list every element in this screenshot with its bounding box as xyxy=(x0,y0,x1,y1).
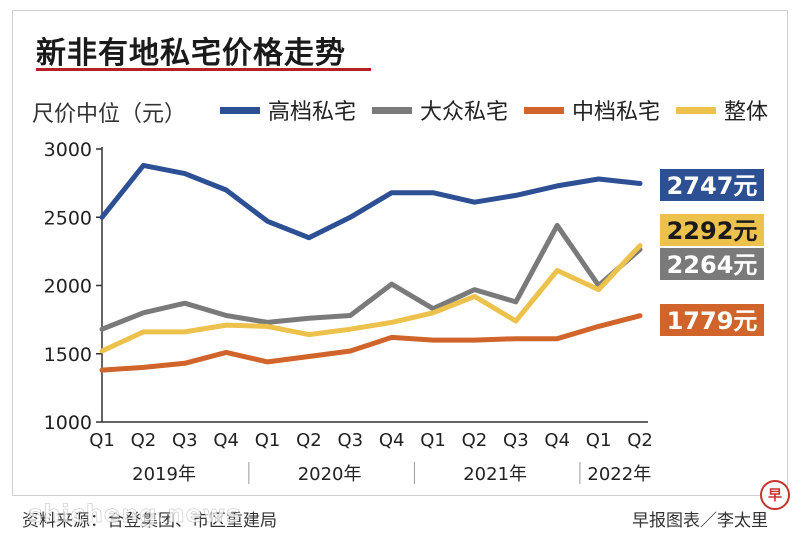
end-value-label: 2292元 xyxy=(667,217,758,245)
x-tick-label: Q1 xyxy=(255,430,281,451)
x-tick-label: Q2 xyxy=(296,430,322,451)
x-tick-label: Q3 xyxy=(337,430,363,451)
year-group-label: 2022年 xyxy=(587,464,651,485)
legend-label-mass: 大众私宅 xyxy=(420,100,509,125)
watermark: shicheng.news xyxy=(28,500,242,529)
x-tick-label: Q1 xyxy=(89,430,115,451)
legend-item-high: 高档私宅 xyxy=(220,94,356,126)
legend-item-mass: 大众私宅 xyxy=(372,94,508,126)
legend: 高档私宅 大众私宅 中档私宅 整体 xyxy=(220,94,768,126)
legend-label-overall: 整体 xyxy=(724,100,769,125)
x-tick-label: Q1 xyxy=(586,430,612,451)
series-line xyxy=(99,243,643,354)
y-tick-label: 3000 xyxy=(44,139,92,161)
legend-swatch-high xyxy=(220,106,260,114)
end-value-label: 2747元 xyxy=(667,172,758,200)
legend-label-high: 高档私宅 xyxy=(268,100,357,125)
x-tick-label: Q2 xyxy=(131,430,157,451)
y-tick-label: 2000 xyxy=(44,276,92,298)
x-tick-label: Q2 xyxy=(627,430,653,451)
end-value-badge xyxy=(660,214,764,246)
x-tick-label: Q3 xyxy=(172,430,198,451)
year-group-label: 2019年 xyxy=(132,464,196,485)
chart-title: 新非有地私宅价格走势 xyxy=(36,36,346,71)
y-axis-label: 尺价中位（元） xyxy=(32,102,187,127)
x-tick-label: Q2 xyxy=(462,430,488,451)
x-tick-label: Q4 xyxy=(379,430,405,451)
legend-swatch-overall xyxy=(676,106,717,114)
x-tick-label: Q4 xyxy=(213,430,239,451)
title-underline xyxy=(36,68,371,71)
end-value-label: 2264元 xyxy=(667,251,758,279)
series-line xyxy=(99,222,643,332)
x-tick-label: Q4 xyxy=(544,430,570,451)
x-tick-label: Q1 xyxy=(420,430,446,451)
end-value-badge xyxy=(660,169,764,201)
y-tick-label: 1500 xyxy=(44,344,92,366)
year-group-label: 2020年 xyxy=(298,464,362,485)
legend-label-mid: 中档私宅 xyxy=(572,100,661,125)
chart-credit: 早报图表／李太里 xyxy=(632,511,768,531)
legend-swatch-mass xyxy=(372,106,413,114)
legend-item-overall: 整体 xyxy=(676,94,768,126)
source-note: 资料来源：合登集团、市区重建局 xyxy=(22,511,277,531)
y-tick-label: 1000 xyxy=(44,412,92,434)
series-line xyxy=(99,162,643,241)
x-tick-label: Q3 xyxy=(503,430,529,451)
y-tick-label: 2500 xyxy=(44,207,92,229)
legend-swatch-mid xyxy=(524,106,565,114)
end-value-label: 1779元 xyxy=(667,307,758,335)
chart-frame xyxy=(12,10,788,496)
end-value-badge xyxy=(660,248,764,280)
series-line xyxy=(99,313,643,373)
legend-item-mid: 中档私宅 xyxy=(524,94,660,126)
publisher-logo: 早 xyxy=(760,480,790,510)
end-value-badge xyxy=(660,304,764,336)
year-group-label: 2021年 xyxy=(463,464,527,485)
